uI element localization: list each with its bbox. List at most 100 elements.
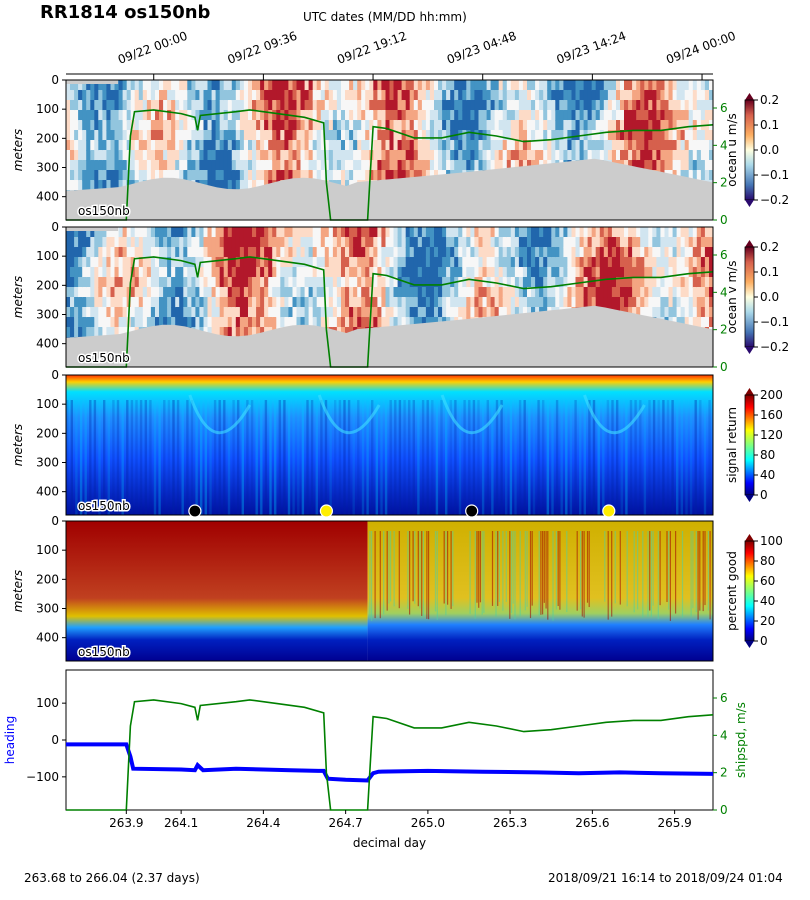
velocity-cell: [324, 247, 330, 258]
velocity-cell: [587, 100, 593, 111]
velocity-cell: [215, 317, 221, 328]
velocity-cell: [559, 100, 564, 111]
velocity-cell: [78, 130, 83, 141]
velocity-cell: [470, 140, 475, 151]
velocity-cell: [640, 277, 645, 288]
velocity-cell: [644, 80, 649, 91]
velocity-cell: [203, 317, 209, 328]
velocity-cell: [122, 140, 128, 151]
velocity-cell: [211, 120, 217, 131]
velocity-cell: [454, 307, 459, 318]
velocity-cell: [219, 227, 225, 238]
velocity-cell: [462, 140, 467, 151]
velocity-cell: [385, 227, 391, 238]
velocity-cell: [389, 140, 395, 151]
velocity-cell: [199, 277, 204, 288]
velocity-cell: [478, 257, 484, 268]
velocity-cell: [700, 150, 706, 161]
velocity-cell: [373, 297, 378, 308]
velocity-cell: [268, 257, 273, 268]
velocity-cell: [248, 160, 253, 171]
velocity-cell: [680, 277, 686, 288]
signal-streak: [458, 400, 462, 515]
velocity-cell: [308, 150, 314, 161]
velocity-cell: [365, 80, 370, 91]
signal-streak: [625, 400, 628, 515]
velocity-cell: [90, 297, 95, 308]
velocity-cell: [692, 110, 698, 121]
velocity-cell: [506, 267, 512, 278]
velocity-cell: [70, 80, 75, 91]
velocity-cell: [571, 150, 577, 161]
velocity-cell: [603, 237, 609, 248]
velocity-cell: [506, 100, 512, 111]
velocity-cell: [336, 80, 342, 91]
velocity-cell: [478, 100, 484, 111]
velocity-cell: [296, 120, 302, 131]
velocity-cell: [648, 90, 653, 101]
velocity-cell: [284, 130, 289, 141]
velocity-cell: [316, 80, 322, 91]
percent-good-streak: [379, 531, 381, 619]
signal-streak: [616, 400, 619, 515]
velocity-cell: [122, 160, 128, 171]
velocity-cell: [547, 90, 552, 101]
velocity-cell: [563, 297, 568, 308]
velocity-cell: [616, 90, 621, 101]
velocity-cell: [110, 327, 116, 338]
velocity-cell: [632, 307, 637, 318]
velocity-cell: [118, 297, 124, 308]
velocity-cell: [535, 130, 540, 141]
velocity-cell: [648, 257, 653, 268]
velocity-cell: [704, 110, 710, 121]
velocity-cell: [494, 160, 500, 171]
velocity-cell: [219, 247, 225, 258]
velocity-cell: [219, 130, 225, 141]
velocity-cell: [288, 227, 293, 238]
velocity-cell: [696, 297, 702, 308]
velocity-cell: [167, 140, 172, 151]
y-tick-label: 300: [36, 602, 59, 616]
velocity-cell: [235, 120, 241, 131]
velocity-cell: [632, 277, 637, 288]
velocity-cell: [167, 317, 172, 328]
ship-speed-line: [66, 699, 714, 811]
velocity-cell: [256, 160, 261, 171]
velocity-cell: [110, 80, 116, 91]
velocity-cell: [207, 100, 213, 111]
velocity-cell: [518, 287, 524, 298]
velocity-cell: [668, 277, 674, 288]
velocity-cell: [102, 100, 107, 111]
velocity-cell: [527, 257, 532, 268]
inset-label-halo: os150nb: [78, 499, 130, 513]
velocity-cell: [243, 317, 249, 328]
velocity-cell: [320, 287, 326, 298]
velocity-cell: [223, 80, 229, 91]
velocity-cell: [175, 80, 180, 91]
velocity-cell: [559, 120, 564, 131]
velocity-cell: [239, 277, 245, 288]
velocity-cell: [579, 90, 585, 101]
velocity-cell: [239, 267, 245, 278]
velocity-cell: [235, 160, 241, 171]
signal-streak: [435, 400, 439, 515]
velocity-cell: [284, 120, 289, 131]
velocity-cell: [595, 297, 601, 308]
velocity-cell: [248, 287, 253, 298]
velocity-cell: [506, 80, 512, 91]
velocity-cell: [341, 247, 346, 258]
velocity-cell: [409, 90, 415, 101]
velocity-cell: [300, 247, 306, 258]
velocity-cell: [203, 277, 209, 288]
velocity-cell: [199, 170, 204, 181]
velocity-cell: [90, 227, 95, 238]
signal-arc: [188, 394, 252, 435]
velocity-cell: [357, 237, 362, 248]
velocity-cell: [74, 90, 79, 101]
velocity-cell: [664, 140, 670, 151]
velocity-cell: [146, 237, 152, 248]
velocity-cell: [332, 307, 338, 318]
velocity-cell: [126, 100, 132, 111]
velocity-cell: [235, 180, 241, 191]
velocity-cell: [551, 100, 556, 111]
